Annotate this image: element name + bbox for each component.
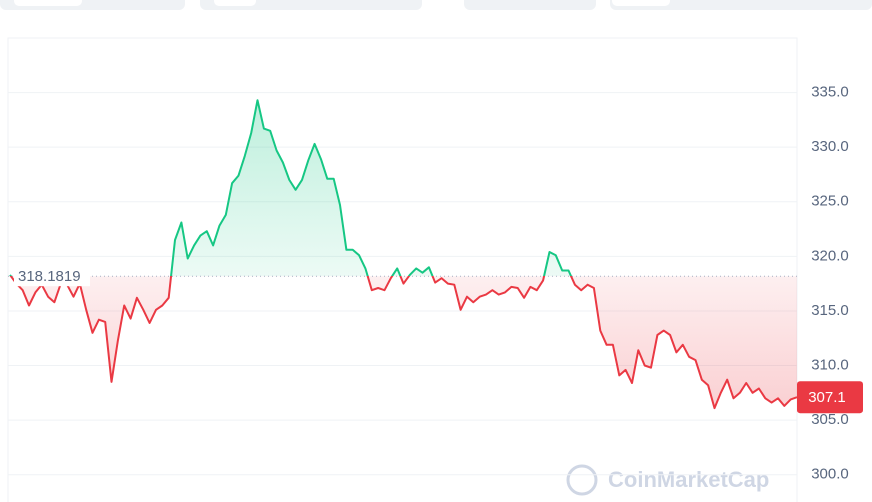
plot-frame (7, 37, 798, 502)
tab-bar (0, 0, 872, 10)
watermark-text: CoinMarketCap (608, 467, 769, 492)
watermark-logo (566, 464, 598, 496)
y-tick-label: 300.0 (811, 466, 849, 483)
price-line (9, 99, 798, 410)
y-tick-label: 320.0 (811, 247, 849, 264)
tab[interactable] (14, 0, 82, 6)
y-tick-label: 315.0 (811, 302, 849, 319)
tab[interactable] (214, 0, 256, 6)
price-tag-label: 307.1 (808, 389, 846, 406)
watermark: CoinMarketCap (566, 464, 769, 496)
y-tick-label: 325.0 (811, 193, 849, 210)
tab[interactable] (612, 0, 670, 6)
y-tick-label: 335.0 (811, 84, 849, 101)
tab-group (464, 0, 596, 10)
tab-group (610, 0, 872, 10)
baseline-label-bg (14, 266, 90, 287)
y-tick-label: 305.0 (811, 411, 849, 428)
price-tag (797, 381, 863, 414)
y-tick-label: 310.0 (811, 356, 849, 373)
baseline-label: 318.1819 (18, 268, 81, 285)
y-tick-label: 330.0 (811, 138, 849, 155)
price-area (10, 100, 797, 409)
